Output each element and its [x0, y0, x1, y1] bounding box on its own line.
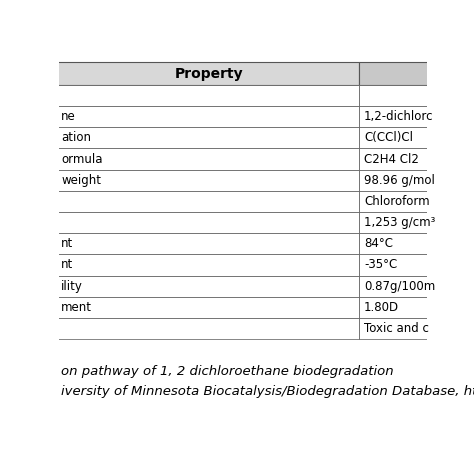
- Text: Chloroform: Chloroform: [364, 195, 430, 208]
- Bar: [359, 106, 448, 128]
- Text: Property: Property: [174, 67, 243, 81]
- Bar: [359, 148, 448, 170]
- Text: C2H4 Cl2: C2H4 Cl2: [364, 153, 419, 165]
- Bar: [30, 297, 359, 318]
- Bar: [30, 85, 359, 106]
- Bar: [359, 170, 448, 191]
- Text: 1,2-dichlorc: 1,2-dichlorc: [364, 110, 434, 123]
- Bar: [359, 212, 448, 233]
- Bar: [359, 275, 448, 297]
- Bar: [30, 212, 359, 233]
- Text: ormula: ormula: [61, 153, 102, 165]
- Bar: [359, 63, 448, 85]
- Text: 84°C: 84°C: [364, 237, 393, 250]
- Text: 1,253 g/cm³: 1,253 g/cm³: [364, 216, 436, 229]
- Bar: [30, 63, 359, 85]
- Text: ility: ility: [61, 280, 83, 292]
- Bar: [30, 106, 359, 128]
- Text: Toxic and c: Toxic and c: [364, 322, 429, 335]
- Bar: [30, 148, 359, 170]
- Text: iversity of Minnesota Biocatalysis/Biodegradation Database, http://eawag-: iversity of Minnesota Biocatalysis/Biode…: [61, 385, 474, 399]
- Text: on pathway of 1, 2 dichloroethane biodegradation: on pathway of 1, 2 dichloroethane biodeg…: [61, 365, 394, 378]
- Bar: [30, 255, 359, 275]
- Text: 1.80D: 1.80D: [364, 301, 399, 314]
- Bar: [359, 85, 448, 106]
- Bar: [30, 170, 359, 191]
- Bar: [30, 128, 359, 148]
- Bar: [30, 318, 359, 339]
- Bar: [30, 275, 359, 297]
- Bar: [359, 255, 448, 275]
- Text: 98.96 g/mol: 98.96 g/mol: [364, 174, 435, 187]
- Text: ation: ation: [61, 131, 91, 145]
- Text: ne: ne: [61, 110, 76, 123]
- Bar: [359, 191, 448, 212]
- Text: ment: ment: [61, 301, 92, 314]
- Bar: [359, 233, 448, 255]
- Text: -35°C: -35°C: [364, 258, 397, 272]
- Bar: [359, 297, 448, 318]
- Bar: [359, 318, 448, 339]
- Text: C(CCl)Cl: C(CCl)Cl: [364, 131, 413, 145]
- Bar: [30, 191, 359, 212]
- Text: 0.87g/100m: 0.87g/100m: [364, 280, 436, 292]
- Text: weight: weight: [61, 174, 101, 187]
- Bar: [359, 128, 448, 148]
- Text: nt: nt: [61, 258, 73, 272]
- Text: nt: nt: [61, 237, 73, 250]
- Bar: [30, 233, 359, 255]
